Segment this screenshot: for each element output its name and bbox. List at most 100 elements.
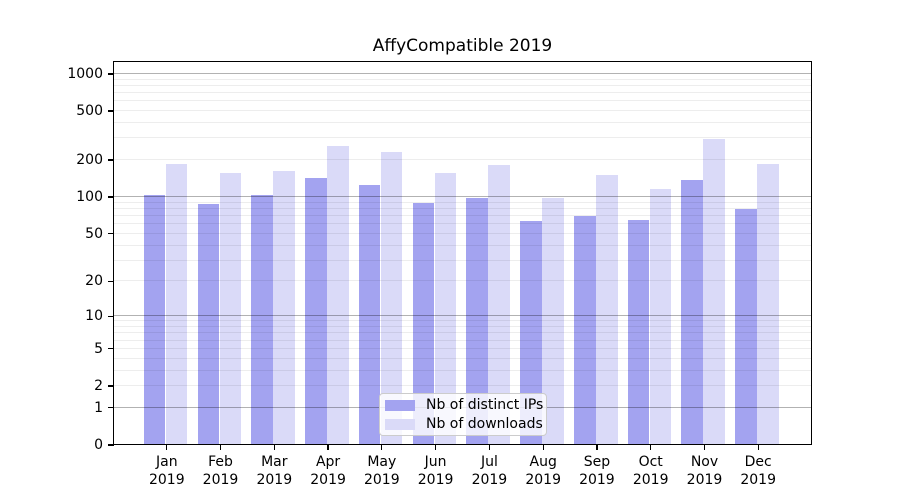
x-tick-mark <box>542 445 544 450</box>
y-tick-label: 2 <box>94 378 103 394</box>
grid-line-minor <box>114 110 811 111</box>
y-tick-mark <box>108 196 114 198</box>
x-tick-year: 2019 <box>148 472 185 488</box>
x-tick-month: Sep <box>583 454 611 470</box>
x-tick-year: 2019 <box>256 472 293 488</box>
bar-downloads <box>273 170 295 444</box>
grid-line-minor <box>114 207 811 209</box>
x-tick-year: 2019 <box>417 472 454 488</box>
y-tick-mark <box>108 385 114 387</box>
x-tick-label: Jun 2019 <box>408 453 464 489</box>
grid-line-major <box>114 315 811 317</box>
x-tick-year: 2019 <box>632 472 669 488</box>
x-tick-month: Oct <box>638 454 663 470</box>
y-tick-label: 1 <box>94 399 103 416</box>
bar-distinct-ips <box>627 219 650 444</box>
grid-line-minor <box>114 320 811 322</box>
bar-downloads <box>434 173 457 444</box>
grid-line-minor <box>114 280 811 282</box>
legend-swatch-distinct-ips <box>385 399 415 411</box>
x-tick-label: Mar 2019 <box>246 453 302 489</box>
y-tick-label: 0 <box>94 437 103 453</box>
x-tick-mark <box>596 445 598 450</box>
bar-distinct-ips <box>143 194 166 444</box>
y-tick-mark <box>108 315 114 317</box>
bar-distinct-ips <box>520 221 542 444</box>
x-tick-label: Apr 2019 <box>300 453 356 489</box>
grid-line-minor <box>114 259 811 261</box>
bar-distinct-ips <box>681 179 704 444</box>
bar-downloads <box>219 173 242 444</box>
bar-downloads <box>703 138 726 444</box>
x-tick-label: Jan 2019 <box>139 453 195 489</box>
x-tick-year: 2019 <box>363 472 400 488</box>
grid-line-major <box>114 196 811 198</box>
x-tick-label: Aug 2019 <box>515 453 571 489</box>
legend-swatch-downloads <box>385 418 415 430</box>
x-tick-month: Jul <box>480 454 498 470</box>
y-tick-mark <box>108 280 114 283</box>
x-tick-mark <box>327 445 329 450</box>
x-tick-label: Dec 2019 <box>730 453 786 489</box>
bar-distinct-ips <box>197 204 220 444</box>
grid-line-minor <box>114 100 811 102</box>
legend-row: Nb of distinct IPs <box>385 397 543 413</box>
x-tick-mark <box>381 445 383 450</box>
y-tick-label: 200 <box>76 152 103 169</box>
chart-title: AffyCompatible 2019 <box>372 36 553 56</box>
bar-distinct-ips <box>251 194 273 444</box>
x-tick-year: 2019 <box>310 472 346 488</box>
x-tick-label: Nov 2019 <box>677 453 733 489</box>
x-tick-label: Sep 2019 <box>569 453 625 489</box>
x-tick-month: May <box>367 454 397 470</box>
bar-downloads <box>380 152 403 444</box>
grid-line-minor <box>114 347 811 349</box>
bar-distinct-ips <box>573 215 596 444</box>
bar-distinct-ips <box>305 178 327 444</box>
y-tick-mark <box>108 407 114 409</box>
y-tick-label: 50 <box>85 225 103 242</box>
bar-downloads <box>595 174 618 444</box>
x-tick-mark <box>219 445 222 450</box>
grid-line-minor <box>114 369 811 371</box>
grid-line-minor <box>114 326 811 327</box>
x-tick-month: Apr <box>315 454 341 470</box>
bar-downloads <box>327 146 349 444</box>
x-tick-year: 2019 <box>579 472 615 488</box>
x-tick-label: Feb 2019 <box>193 453 249 489</box>
bar-downloads <box>757 164 779 444</box>
x-tick-mark <box>650 445 652 450</box>
grid-line-minor <box>114 201 811 203</box>
x-tick-label: May 2019 <box>354 453 410 489</box>
x-tick-label: Jul 2019 <box>461 453 517 489</box>
x-tick-year: 2019 <box>525 472 561 488</box>
y-tick-mark <box>108 159 114 161</box>
grid-line-minor <box>114 159 811 161</box>
bar-distinct-ips <box>358 184 381 444</box>
y-tick-label: 1000 <box>67 65 103 82</box>
x-tick-month: Jun <box>424 454 447 470</box>
x-tick-year: 2019 <box>471 472 508 488</box>
legend: Nb of distinct IPs Nb of downloads <box>379 393 547 436</box>
y-tick-mark <box>108 110 114 112</box>
y-tick-label: 100 <box>76 189 103 206</box>
y-tick-mark <box>108 73 114 75</box>
x-tick-year: 2019 <box>202 472 239 488</box>
bar-distinct-ips <box>412 202 435 444</box>
plot-area <box>113 61 812 445</box>
grid-line-minor <box>114 84 811 86</box>
x-tick-mark <box>273 445 275 450</box>
x-tick-mark <box>703 445 706 450</box>
bar-downloads <box>488 165 510 444</box>
x-tick-month: Mar <box>261 454 288 470</box>
x-tick-mark <box>488 445 491 450</box>
y-tick-label: 20 <box>85 273 103 290</box>
x-tick-month: Feb <box>208 454 233 470</box>
grid-line-minor <box>114 385 811 386</box>
x-tick-year: 2019 <box>740 472 776 488</box>
grid-line-minor <box>114 244 811 246</box>
grid-line-major <box>114 72 811 74</box>
y-tick-label: 5 <box>94 340 103 357</box>
y-tick-mark <box>108 233 114 235</box>
